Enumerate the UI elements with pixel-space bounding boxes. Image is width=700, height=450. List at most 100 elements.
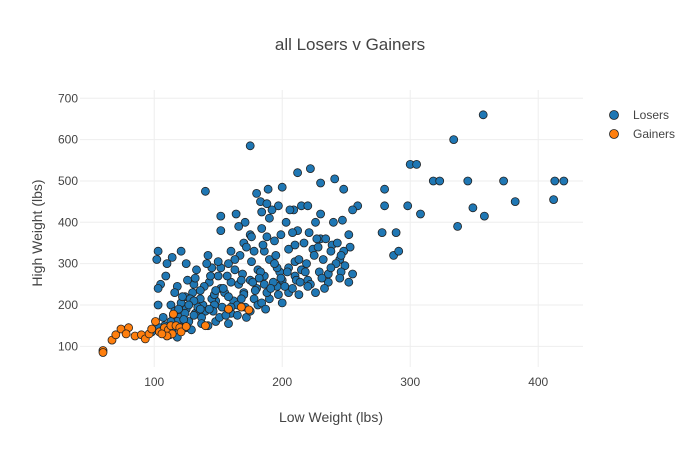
y-tick-label: 200 [58,298,78,312]
data-point [162,259,172,269]
data-point [241,242,251,252]
x-tick-label: 200 [272,375,292,389]
data-point [300,267,310,277]
data-point [335,273,345,283]
data-point [236,302,246,312]
data-point [377,228,387,238]
legend-marker [609,129,619,139]
data-point [453,221,463,231]
data-point [257,207,267,217]
data-point [147,324,157,334]
legend-item-gainers[interactable]: Gainers [609,127,676,141]
data-point [189,310,199,320]
data-point [312,234,322,244]
data-point [318,255,328,264]
data-point [449,135,459,145]
data-point [285,205,295,215]
y-tick-labels: 100 200 300 400 500 600 700 [58,91,78,353]
data-point [316,178,326,188]
data-point [248,277,258,287]
data-point [394,246,404,256]
data-point [299,238,309,248]
data-point [153,300,163,310]
data-point [328,217,338,227]
data-point [247,257,256,267]
x-axis-title: Low Weight (lbs) [279,409,383,425]
data-point [170,288,180,298]
data-point [463,176,473,186]
data-point [153,283,163,293]
y-tick-label: 400 [58,215,78,229]
data-point [348,205,358,215]
data-point [317,273,327,283]
data-point [247,232,256,242]
data-point [236,275,246,285]
data-point [183,275,192,285]
data-point [559,176,569,186]
x-tick-label: 400 [528,375,548,389]
data-point [216,226,226,236]
series-gainers [98,302,254,357]
data-point [195,286,205,295]
data-point [177,292,187,302]
data-point [252,188,262,198]
data-point [288,228,297,238]
data-point [213,257,223,267]
y-tick-label: 700 [58,91,78,105]
data-point [257,224,267,233]
data-point [294,255,304,264]
data-point [293,168,303,178]
data-point [224,292,233,302]
data-point [211,286,221,295]
data-point [250,286,260,295]
x-tick-label: 100 [144,375,164,389]
data-point [206,271,215,281]
data-point [336,250,346,260]
data-point [380,201,390,211]
data-point [304,228,314,238]
data-point [412,159,422,169]
data-point [468,203,478,213]
x-tick-label: 300 [400,375,420,389]
data-point [416,209,425,219]
data-point [176,246,186,256]
data-point [153,246,163,256]
x-tick-labels: 100 200 300 400 [144,375,548,389]
data-point [316,209,326,219]
data-point [276,273,286,283]
legend-label: Losers [633,108,669,122]
data-point [98,348,108,357]
data-point [257,298,267,308]
data-point [161,271,171,281]
data-point [311,288,320,298]
data-point [267,205,277,215]
series-losers [147,110,569,342]
data-point [254,273,264,283]
data-point [550,176,560,186]
data-point [435,176,445,186]
data-point [168,309,178,319]
data-point [326,246,336,256]
legend-item-losers[interactable]: Losers [609,108,670,122]
data-point [302,259,311,269]
legend-marker [609,110,619,120]
data-point [200,186,210,196]
data-point [157,329,167,339]
data-point [303,281,313,291]
data-point [216,211,226,221]
data-point [181,322,191,331]
data-point [478,110,488,120]
data-point [313,242,323,252]
data-point [222,271,232,281]
data-point [270,236,279,246]
data-point [332,238,342,248]
data-point [204,304,214,314]
legend[interactable]: Losers Gainers [609,108,676,141]
data-point [273,290,283,300]
data-point [262,232,272,242]
data-point [266,283,276,293]
data-point [320,283,329,293]
data-point [380,184,390,194]
data-point [218,283,228,293]
